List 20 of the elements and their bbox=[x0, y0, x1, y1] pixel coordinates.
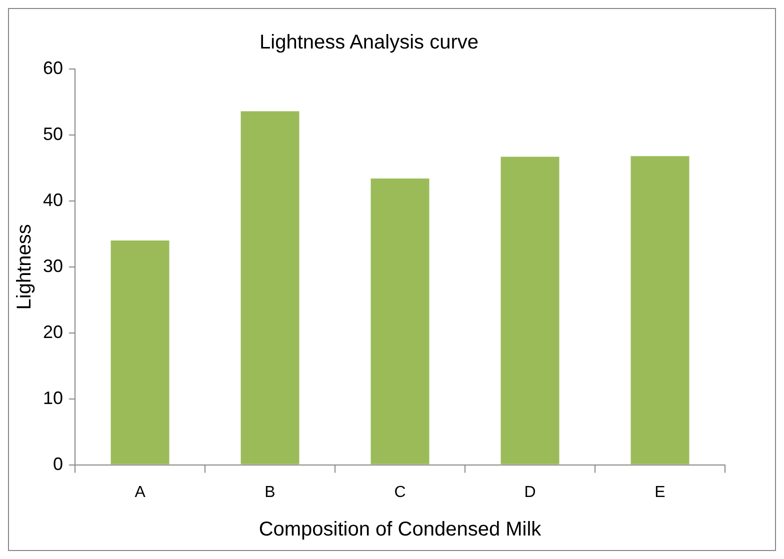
y-tick-label: 10 bbox=[42, 388, 64, 408]
y-axis-title: Lightness bbox=[14, 224, 36, 310]
y-tick-label: 20 bbox=[42, 322, 64, 342]
y-tick-label: 30 bbox=[42, 256, 64, 276]
x-tick-label: C bbox=[394, 484, 406, 501]
x-tick-label: E bbox=[654, 484, 666, 501]
bar bbox=[500, 156, 560, 464]
y-tick-label: 50 bbox=[42, 124, 64, 144]
x-axis-title: Composition of Condensed Milk bbox=[258, 518, 542, 541]
y-tick-label: 40 bbox=[42, 190, 64, 210]
y-tick-label: 60 bbox=[42, 58, 64, 78]
bar bbox=[370, 178, 430, 464]
x-tick-label: A bbox=[134, 484, 146, 501]
bar bbox=[630, 156, 690, 464]
y-tick-label: 0 bbox=[53, 454, 64, 474]
chart-title: Lightness Analysis curve bbox=[259, 32, 479, 54]
bar bbox=[240, 111, 300, 464]
x-tick-label: B bbox=[264, 484, 276, 501]
x-tick-label: D bbox=[524, 484, 536, 501]
bar bbox=[110, 240, 170, 464]
